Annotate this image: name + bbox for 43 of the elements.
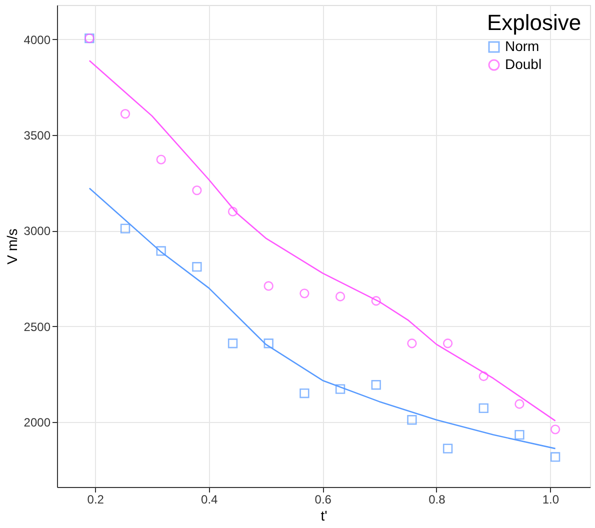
point — [407, 338, 417, 348]
x-tick-label: 0.2 — [87, 492, 104, 506]
point — [228, 206, 238, 216]
point — [156, 154, 166, 164]
y-tick-label: 2500 — [24, 320, 51, 334]
point — [228, 338, 238, 348]
point — [478, 371, 488, 382]
y-tick-label: 3500 — [24, 128, 51, 143]
x-tick-label: 0.4 — [201, 492, 218, 506]
point — [156, 246, 166, 256]
x-tick-label: 0.8 — [428, 492, 446, 506]
y-tick-label: 2000 — [24, 415, 51, 430]
y-tick-label: 3000 — [24, 224, 51, 238]
point — [120, 224, 130, 234]
line-series — [88, 60, 556, 422]
point — [442, 338, 453, 348]
point — [120, 109, 130, 119]
point — [264, 281, 274, 291]
point — [478, 403, 488, 414]
point — [264, 338, 274, 348]
point — [300, 388, 310, 398]
y-tick-label: 4000 — [24, 32, 51, 47]
point — [192, 186, 202, 196]
y-axis-title: V m/s — [4, 228, 20, 264]
point — [550, 452, 560, 462]
legend-title: Explosive — [487, 10, 582, 35]
point — [442, 444, 453, 454]
point — [514, 399, 524, 409]
point — [550, 424, 560, 434]
line-series — [88, 188, 556, 450]
point — [407, 415, 417, 425]
point — [192, 262, 202, 272]
point — [335, 384, 346, 394]
point — [371, 296, 381, 306]
point — [335, 292, 346, 302]
legend-label: Doubl — [505, 56, 542, 72]
x-axis-title: t' — [320, 508, 328, 524]
point — [371, 380, 381, 390]
point — [300, 288, 310, 298]
x-tick-label: 1.0 — [542, 492, 560, 506]
legend-label: Norm — [505, 38, 540, 54]
x-tick-label: 0.6 — [314, 492, 332, 506]
point — [514, 430, 524, 440]
